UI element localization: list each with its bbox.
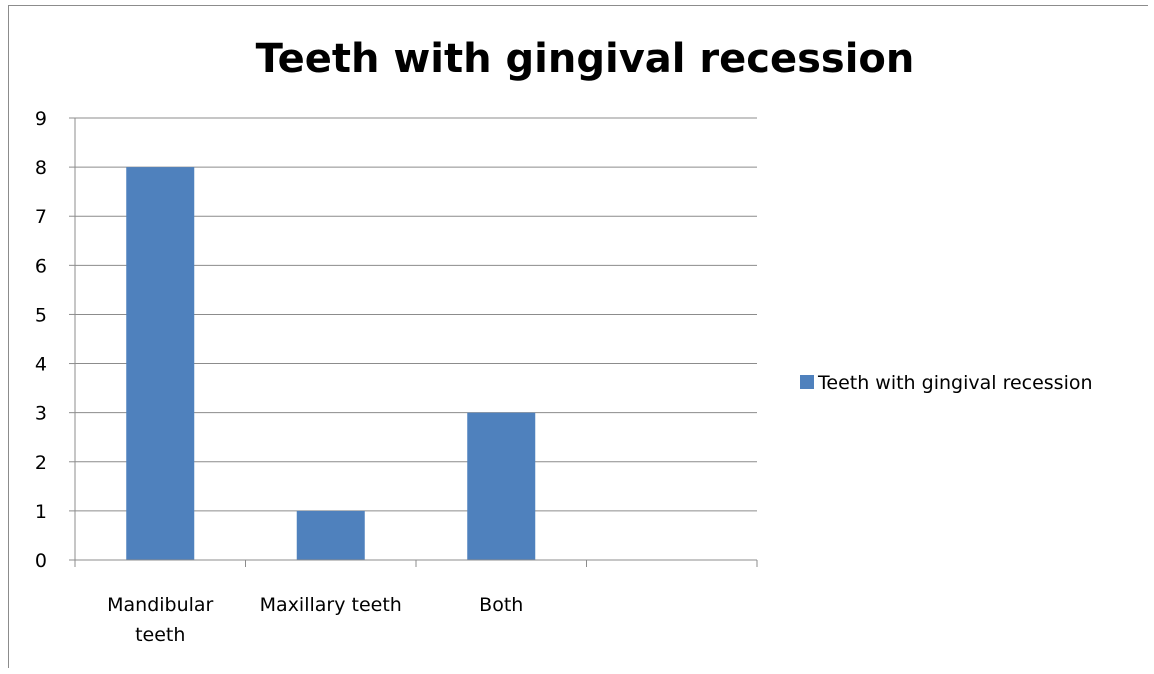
bars — [126, 167, 536, 560]
y-tick-label: 1 — [35, 501, 47, 523]
x-tick-label: Maxillary teeth — [260, 594, 402, 616]
y-tick-label: 9 — [35, 108, 47, 130]
y-tick-label: 0 — [35, 550, 47, 572]
bar-both — [467, 412, 536, 560]
x-tick-label: Both — [479, 594, 523, 616]
x-axis-tick-labels: Mandibular teeth Maxillary teeth Both — [107, 594, 523, 646]
x-tick-label: teeth — [135, 624, 185, 646]
x-tick-label: Mandibular — [107, 594, 213, 616]
y-tick-label: 6 — [35, 255, 47, 277]
y-tick-label: 4 — [35, 354, 47, 376]
legend: Teeth with gingival recession — [800, 372, 1093, 394]
gridlines — [75, 117, 757, 512]
legend-label: Teeth with gingival recession — [817, 372, 1093, 394]
bar-mandibular-teeth — [126, 167, 195, 560]
y-axis-tick-labels: 0 1 2 3 4 5 6 7 8 9 — [35, 108, 47, 572]
chart-title: Teeth with gingival recession — [256, 36, 915, 82]
chart-frame — [8, 5, 1148, 668]
y-tick-label: 5 — [35, 304, 47, 326]
bar-maxillary-teeth — [296, 510, 365, 560]
y-tick-label: 7 — [35, 206, 47, 228]
y-tick-label: 8 — [35, 157, 47, 179]
y-tick-label: 2 — [35, 452, 47, 474]
legend-swatch — [800, 375, 814, 389]
axes — [69, 117, 758, 567]
y-tick-label: 3 — [35, 403, 47, 425]
